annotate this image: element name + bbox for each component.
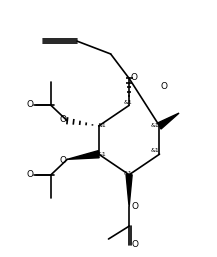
Polygon shape [126, 175, 132, 207]
Text: O: O [27, 99, 34, 109]
Text: &1: &1 [151, 123, 159, 128]
Text: &1: &1 [151, 148, 159, 153]
Text: O: O [131, 202, 138, 211]
Text: O: O [27, 170, 34, 179]
Text: &1: &1 [97, 152, 106, 157]
Text: &1: &1 [124, 100, 132, 105]
Text: O: O [59, 156, 66, 165]
Text: O: O [160, 81, 167, 91]
Text: O: O [130, 72, 137, 82]
Text: O: O [59, 115, 66, 124]
Text: &1: &1 [97, 123, 106, 128]
Text: O: O [131, 240, 138, 249]
Polygon shape [67, 151, 99, 159]
Polygon shape [158, 113, 179, 129]
Text: &1: &1 [124, 171, 132, 176]
